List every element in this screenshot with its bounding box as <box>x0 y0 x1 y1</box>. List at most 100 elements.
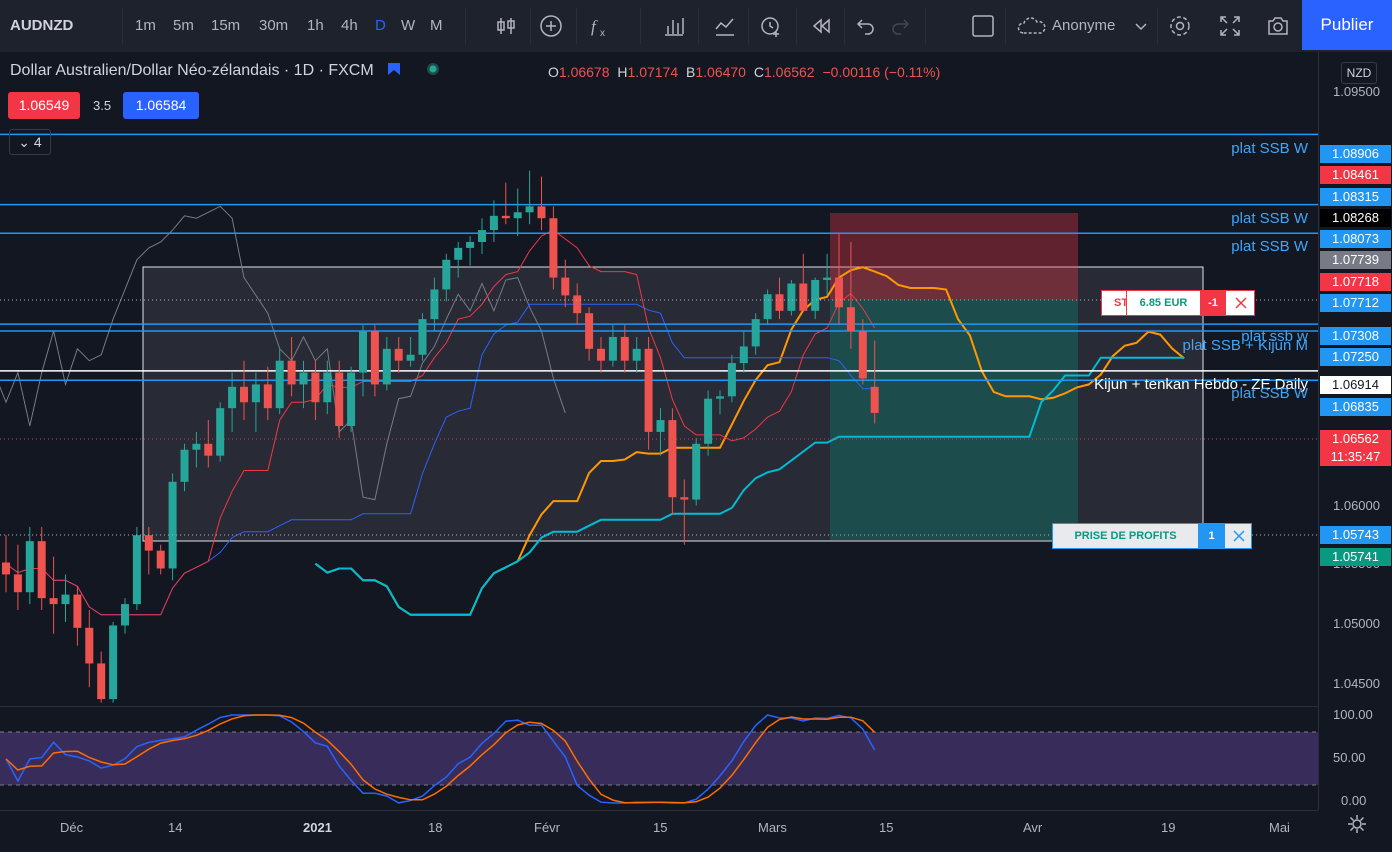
level-label[interactable]: plat ssb w <box>1241 328 1308 345</box>
chevron-down-icon[interactable] <box>1133 14 1149 38</box>
candle-body <box>573 295 582 314</box>
timeframe-w[interactable]: W <box>401 17 416 34</box>
fullscreen-icon[interactable] <box>1218 14 1242 38</box>
level-label[interactable]: plat SSB W <box>1231 140 1308 157</box>
price-axis-label[interactable]: 1.08315 <box>1320 188 1391 206</box>
candle-body <box>489 215 498 231</box>
add-compare-icon[interactable] <box>539 14 563 38</box>
stop-loss-order[interactable]: ST 6.85 EUR -1 <box>1101 290 1255 316</box>
price-axis[interactable]: NZD 1.09500 1.06000 1.05500 1.05000 1.04… <box>1318 52 1392 833</box>
time-label: 15 <box>653 820 668 835</box>
level-label[interactable]: plat SSB W <box>1231 210 1308 227</box>
candlestick-chart[interactable] <box>0 52 1318 705</box>
alert-icon[interactable] <box>759 14 783 38</box>
tp-label: PRISE DE PROFITS <box>1074 530 1177 542</box>
price-tick: 1.05000 <box>1333 616 1380 631</box>
candle-body <box>549 218 558 278</box>
candle-body <box>204 443 213 456</box>
price-axis-label[interactable]: 1.07308 <box>1320 327 1391 345</box>
price-axis-label[interactable]: 1.08268 <box>1320 209 1391 227</box>
indicators-toggle[interactable]: ⌄ 4 <box>9 129 51 155</box>
symbol-title: Dollar Australien/Dollar Néo-zélandais ·… <box>10 62 374 79</box>
price-axis-label[interactable]: 1.08906 <box>1320 145 1391 163</box>
osc-tick: 0.00 <box>1341 793 1367 808</box>
price-axis-label[interactable]: 11:35:47 <box>1320 448 1391 466</box>
camera-icon[interactable] <box>1266 14 1290 38</box>
level-label[interactable]: Kijun + tenkan Hebdo - ZE Daily <box>1094 376 1308 393</box>
take-profit-order[interactable]: PRISE DE PROFITS 1 <box>1052 523 1252 549</box>
price-axis-label[interactable]: 1.08073 <box>1320 230 1391 248</box>
level-label[interactable]: plat SSB W <box>1231 238 1308 255</box>
buy-button[interactable]: 1.06584 <box>123 92 199 119</box>
price-axis-label[interactable]: 1.05743 <box>1320 526 1391 544</box>
close-key: C <box>753 64 764 80</box>
layout-icon[interactable] <box>971 14 995 38</box>
close-icon[interactable] <box>1229 291 1253 315</box>
candle-body <box>240 386 248 403</box>
timeframe-5m[interactable]: 5m <box>173 17 194 34</box>
close-icon[interactable] <box>1227 524 1251 548</box>
timeframe-15m[interactable]: 15m <box>211 17 241 34</box>
redo-icon[interactable] <box>888 14 912 38</box>
candle-body <box>716 396 724 399</box>
symbol-search[interactable]: AUDNZD <box>10 17 74 34</box>
toolbar-divider <box>1005 8 1006 44</box>
candle-body <box>287 360 296 385</box>
high-key: H <box>617 64 628 80</box>
stop-loss-zone[interactable] <box>830 213 1078 300</box>
candle-body <box>144 535 153 551</box>
price-axis-label[interactable]: 1.06914 <box>1320 376 1391 394</box>
price-axis-label[interactable]: 1.05741 <box>1320 548 1391 566</box>
price-axis-label[interactable]: 1.07718 <box>1320 273 1391 291</box>
indicators-count: 4 <box>33 134 42 150</box>
take-profit-zone[interactable] <box>830 300 1078 540</box>
time-settings-icon[interactable] <box>1347 814 1367 834</box>
financials-icon[interactable] <box>662 14 686 38</box>
candles-icon[interactable] <box>494 14 518 38</box>
timeframe-1h[interactable]: 1h <box>307 17 324 34</box>
toolbar-divider <box>925 8 926 44</box>
stoch-rsi-pane[interactable] <box>0 706 1318 811</box>
candle-body <box>180 449 189 482</box>
osc-tick: 50.00 <box>1333 750 1366 765</box>
stop-amount: 6.85 EUR <box>1126 291 1201 315</box>
toolbar-divider <box>698 8 699 44</box>
price-axis-label[interactable]: 1.07250 <box>1320 348 1391 366</box>
candle-body <box>216 408 225 456</box>
chart-pane[interactable] <box>0 52 1318 705</box>
level-label[interactable]: plat SSB + Kijun M <box>1182 337 1308 354</box>
level-label[interactable]: plat SSB W <box>1231 385 1308 402</box>
settings-icon[interactable] <box>1168 14 1192 38</box>
candle-body <box>870 386 879 413</box>
candle-body <box>335 372 344 426</box>
timeframe-30m[interactable]: 30m <box>259 17 289 34</box>
time-label: 15 <box>879 820 894 835</box>
price-axis-label[interactable]: 1.07712 <box>1320 294 1391 312</box>
stoch-band <box>0 732 1318 785</box>
undo-icon[interactable] <box>854 14 878 38</box>
candle-body <box>2 562 10 575</box>
timeframe-4h[interactable]: 4h <box>341 17 358 34</box>
timeframe-d[interactable]: D <box>375 17 386 34</box>
currency-badge[interactable]: NZD <box>1341 62 1377 84</box>
toolbar-divider <box>530 8 531 44</box>
candle-body <box>513 212 522 219</box>
price-axis-label[interactable]: 1.06835 <box>1320 398 1391 416</box>
publish-button[interactable]: Publier <box>1302 0 1392 50</box>
sell-button[interactable]: 1.06549 <box>8 92 80 119</box>
flag-icon[interactable] <box>386 62 402 76</box>
price-axis-label[interactable]: 1.07739 <box>1320 251 1391 269</box>
timeframe-m[interactable]: M <box>430 17 443 34</box>
stoch-k-line <box>5 714 876 804</box>
templates-icon[interactable] <box>713 14 737 38</box>
account-name[interactable]: Anonyme <box>1052 17 1116 34</box>
price-axis-label[interactable]: 1.06562 <box>1320 430 1391 448</box>
replay-icon[interactable] <box>809 14 833 38</box>
symbol-legend[interactable]: Dollar Australien/Dollar Néo-zélandais ·… <box>10 62 441 80</box>
time-axis[interactable]: Déc 14 2021 18 Févr 15 Mars 15 Avr 19 Ma… <box>0 810 1318 852</box>
price-tick: 1.06000 <box>1333 498 1380 513</box>
timeframe-1m[interactable]: 1m <box>135 17 156 34</box>
candle-body <box>25 541 34 593</box>
price-axis-label[interactable]: 1.08461 <box>1320 166 1391 184</box>
